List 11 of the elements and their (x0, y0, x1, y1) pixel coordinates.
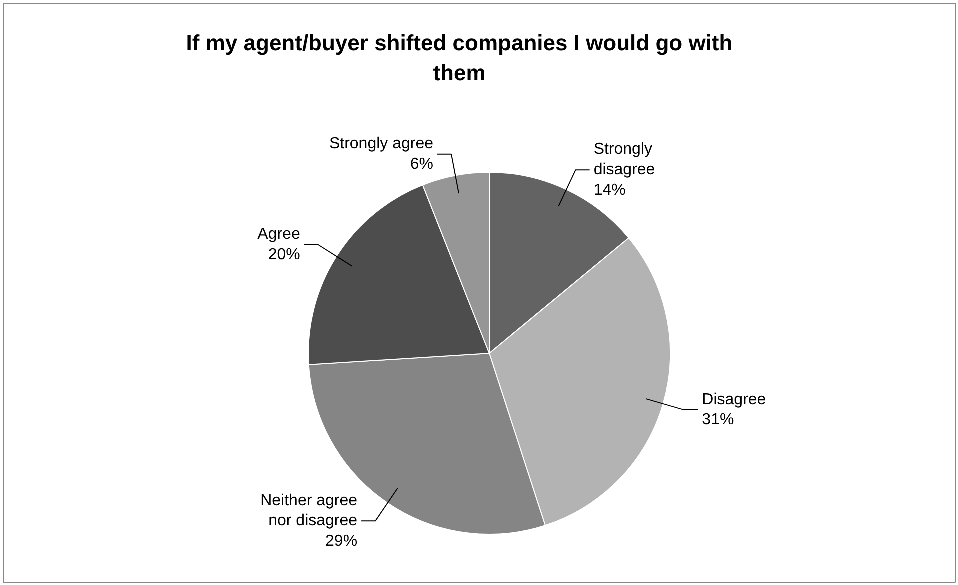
chart-title: If my agent/buyer shifted companies I would go with them (186, 30, 733, 86)
slice-label: Neither agree nor disagree (260, 492, 358, 530)
slice-label: Strongly disagree (594, 141, 656, 179)
slice-label: Disagree (702, 391, 766, 408)
data-label: 6% (410, 156, 434, 174)
data-label: 31% (702, 412, 734, 429)
slice-label: Strongly agree (329, 136, 434, 153)
slice-label: Agree (258, 226, 300, 244)
data-label: 14% (594, 182, 626, 199)
data-label: 29% (326, 533, 358, 550)
data-label: 20% (268, 246, 300, 264)
